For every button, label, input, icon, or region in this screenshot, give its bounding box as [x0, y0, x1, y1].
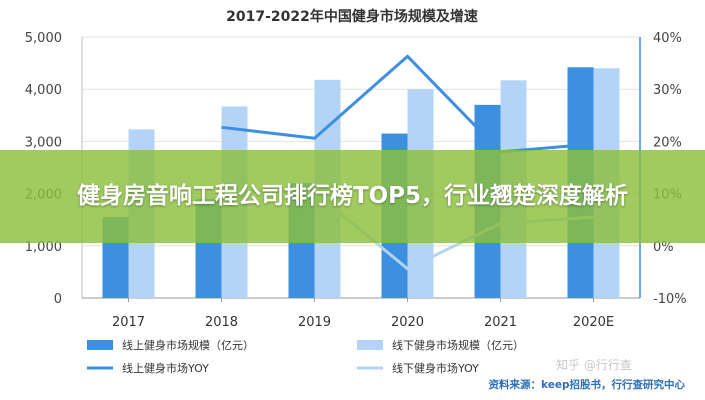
x-tick-label: 2019 [298, 315, 331, 330]
legend-label: 线上健身市场YOY [122, 361, 209, 375]
line-online-yoy [221, 54, 594, 154]
y-left-tick-label: 5,000 [25, 31, 62, 46]
y-right-tick-label: -10% [653, 292, 687, 307]
legend-swatch [357, 340, 383, 350]
legend-label: 线下健身市场YOY [392, 361, 479, 375]
x-tick-label: 2017 [112, 315, 145, 330]
legend-label: 线上健身市场规模（亿元） [122, 338, 254, 352]
chart-title: 2017-2022年中国健身市场规模及增速 [226, 8, 478, 25]
legend-label: 线下健身市场规模（亿元） [392, 338, 524, 352]
title-banner: 健身房音响工程公司排行榜TOP5，行业翘楚深度解析 [0, 150, 705, 243]
y-right-tick-label: 40% [653, 31, 682, 46]
y-left-tick-label: 0 [54, 292, 62, 307]
y-left-tick-label: 1,000 [25, 240, 62, 255]
y-right-tick-label: 0% [653, 240, 674, 255]
y-left-tick-label: 3,000 [25, 135, 62, 150]
y-left-tick-label: 4,000 [25, 83, 62, 98]
legend-swatch [87, 340, 113, 350]
x-tick-label: 2018 [205, 315, 238, 330]
x-tick-label: 2020E [573, 315, 614, 330]
source-note: 资料来源：keep招股书，行行查研究中心 [488, 379, 685, 391]
y-right-tick-label: 30% [653, 83, 682, 98]
watermark: 知乎 @行行查 [556, 358, 632, 372]
banner-title: 健身房音响工程公司排行榜TOP5，行业翘楚深度解析 [76, 183, 629, 209]
x-tick-label: 2021 [484, 315, 517, 330]
x-tick-label: 2020 [391, 315, 424, 330]
y-right-tick-label: 20% [653, 135, 682, 150]
